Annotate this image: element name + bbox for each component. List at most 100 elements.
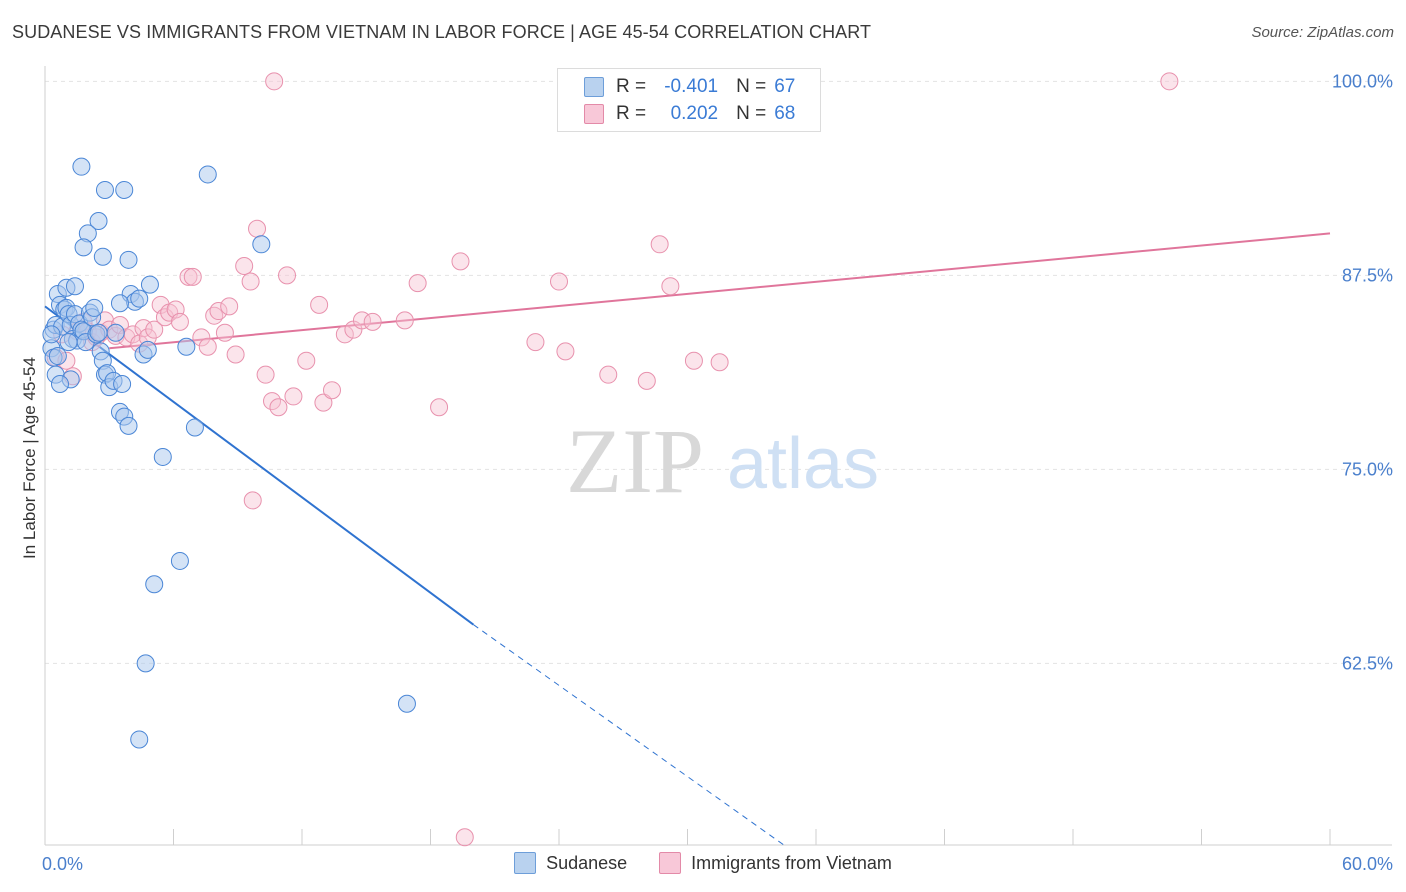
vietnam-point: [314, 393, 333, 412]
legend-swatch-vietnam: [659, 852, 682, 874]
sudanese-point: [397, 694, 416, 713]
legend-swatch-sudanese: [514, 852, 537, 874]
vietnam-point: [226, 345, 245, 364]
sudanese-point: [198, 165, 217, 184]
sudanese-point: [89, 212, 108, 231]
vietnam-point: [710, 353, 729, 372]
y-tick-label: 62.5%: [1342, 653, 1393, 673]
sudanese-point: [138, 340, 157, 359]
vietnam-point: [335, 325, 354, 344]
vietnam-point: [278, 266, 297, 285]
sudanese-trend-extension: [473, 624, 785, 846]
sudanese-point: [110, 294, 129, 313]
sudanese-point: [85, 298, 104, 317]
legend-item-sudanese[interactable]: Sudanese: [514, 852, 627, 874]
sudanese-point: [65, 277, 84, 296]
chart-title: SUDANESE VS IMMIGRANTS FROM VIETNAM IN L…: [12, 22, 872, 42]
sudanese-point: [42, 325, 61, 344]
vietnam-point: [145, 320, 164, 339]
sudanese-point: [130, 730, 149, 749]
trend-lines: [44, 232, 1331, 846]
sudanese-point: [119, 416, 138, 435]
vietnam-point: [215, 323, 234, 342]
legend-label-vietnam: Immigrants from Vietnam: [691, 852, 892, 873]
vietnam-swatch: [584, 104, 604, 124]
sudanese-point: [106, 323, 125, 342]
vietnam-point: [269, 398, 288, 417]
x-tick-label: 0.0%: [42, 854, 83, 874]
sudanese-r-value: -0.401: [664, 76, 719, 97]
sudanese-point: [185, 418, 204, 437]
vietnam-n-value: 68: [774, 103, 796, 124]
sudanese-trend-line: [44, 305, 474, 626]
vietnam-point: [248, 219, 267, 238]
sudanese-point: [59, 333, 78, 352]
r-label: R =: [616, 76, 647, 97]
sudanese-point: [74, 238, 93, 257]
stats-row-vietnam: R = 0.202 N = 68: [558, 99, 820, 129]
vietnam-r-value: 0.202: [670, 103, 719, 124]
sudanese-point: [252, 235, 271, 254]
vietnam-point: [297, 351, 316, 370]
sudanese-point: [50, 374, 69, 393]
vietnam-point: [1160, 72, 1179, 91]
sudanese-point: [115, 180, 134, 199]
legend-label-sudanese: Sudanese: [546, 852, 628, 873]
sudanese-point: [136, 654, 155, 673]
vietnam-point: [451, 252, 470, 271]
vietnam-point: [284, 387, 303, 406]
vietnam-point: [170, 312, 189, 331]
source-label: Source: ZipAtlas.com: [1251, 24, 1394, 41]
y-tick-label: 75.0%: [1342, 459, 1393, 479]
vietnam-point: [220, 297, 239, 316]
sudanese-point: [170, 551, 189, 570]
vietnam-point: [192, 328, 211, 347]
vietnam-point: [395, 311, 414, 330]
y-tick-label: 100.0%: [1332, 71, 1393, 91]
sudanese-point: [153, 447, 172, 466]
vietnam-trend-line: [109, 232, 1331, 350]
vietnam-point: [235, 257, 254, 276]
vietnam-point: [526, 333, 545, 352]
y-tick-label: 87.5%: [1342, 265, 1393, 285]
vietnam-point: [179, 267, 198, 286]
grid-lines: [45, 80, 1392, 664]
vietnam-point: [455, 828, 474, 847]
sudanese-swatch: [584, 77, 604, 97]
stats-row-sudanese: R = -0.401 N = 67: [558, 72, 820, 102]
sudanese-points: [42, 157, 416, 749]
vietnam-point: [209, 302, 228, 321]
sudanese-point: [48, 347, 67, 366]
vietnam-point: [408, 274, 427, 293]
vietnam-point: [322, 381, 341, 400]
sudanese-point: [72, 157, 91, 176]
n-label: N =: [736, 103, 767, 124]
vietnam-point: [243, 491, 262, 510]
vietnam-point: [256, 365, 275, 384]
sudanese-point: [89, 323, 108, 342]
vietnam-point: [310, 295, 329, 314]
vietnam-point: [241, 272, 260, 291]
watermark: ZIP atlas: [566, 410, 879, 512]
watermark-zip: ZIP: [566, 410, 704, 512]
x-tick-label: 60.0%: [1342, 854, 1393, 874]
watermark-atlas: atlas: [727, 424, 879, 504]
vietnam-point: [637, 371, 656, 390]
vietnam-point: [198, 337, 217, 356]
sudanese-point: [145, 575, 164, 594]
sudanese-n-value: 67: [774, 76, 796, 97]
vietnam-point: [430, 398, 449, 417]
vietnam-point: [684, 351, 703, 370]
tick-labels: 100.0% 87.5% 75.0% 62.5% 0.0% 60.0%: [42, 71, 1393, 874]
vietnam-point: [550, 272, 568, 291]
sudanese-point: [93, 247, 112, 266]
legend: Sudanese Immigrants from Vietnam: [0, 852, 1406, 874]
vietnam-point: [599, 365, 618, 384]
sudanese-point: [130, 289, 149, 308]
vietnam-point: [661, 277, 680, 296]
vietnam-point: [265, 72, 284, 91]
legend-item-vietnam[interactable]: Immigrants from Vietnam: [659, 852, 892, 874]
sudanese-point: [140, 275, 159, 294]
vietnam-point: [556, 342, 575, 361]
